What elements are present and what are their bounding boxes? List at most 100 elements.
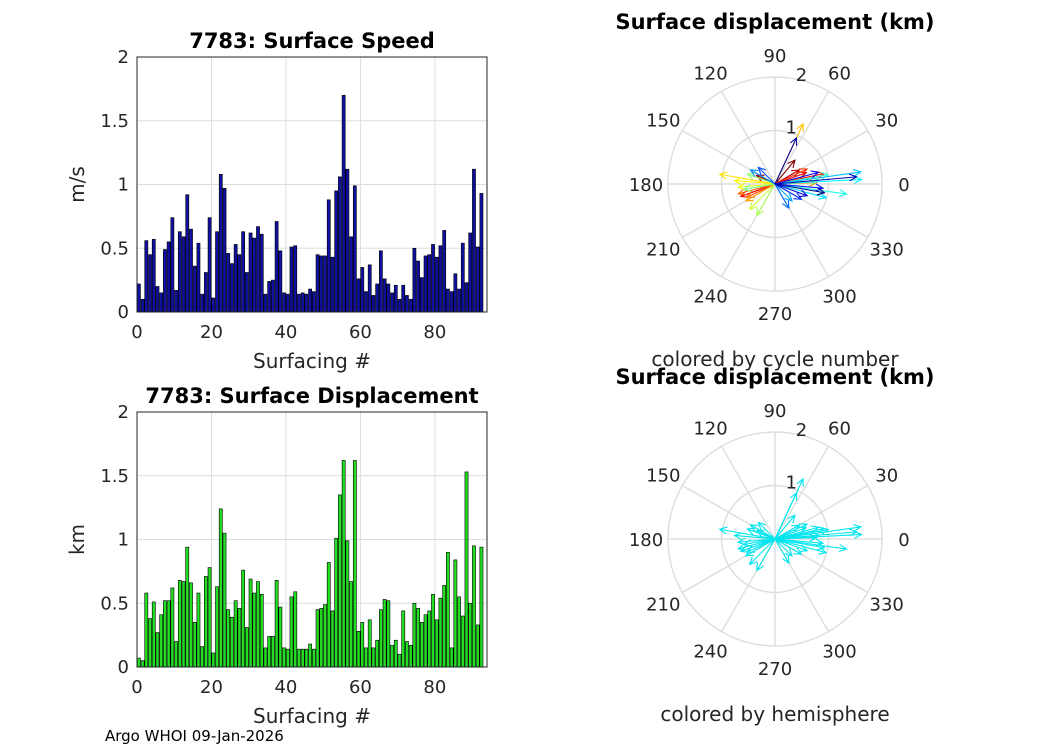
bar	[304, 293, 309, 313]
displacement-vector	[750, 169, 776, 185]
bar	[379, 250, 383, 313]
bar	[200, 646, 205, 668]
bar	[267, 636, 272, 668]
x-tick-label: 80	[423, 322, 446, 343]
displacement-vector	[774, 183, 827, 199]
bar	[397, 298, 402, 313]
displacement-vector	[743, 538, 776, 546]
bar	[285, 648, 290, 668]
bar	[367, 619, 372, 668]
bar	[267, 281, 272, 313]
bar	[349, 236, 353, 313]
displacement-vector	[774, 171, 819, 185]
polar-angle-label: 150	[646, 466, 680, 487]
bar	[416, 260, 420, 313]
bar	[155, 286, 160, 313]
bar	[457, 596, 461, 668]
bar	[241, 569, 245, 668]
chart-title: 7783: Surface Speed	[189, 29, 435, 53]
bar	[244, 272, 249, 313]
displacement-vector	[774, 538, 824, 544]
vector-arrowhead	[818, 547, 828, 555]
polar-angle-label: 330	[870, 240, 904, 261]
vector-arrowhead	[838, 544, 848, 553]
polar-angle-label: 270	[758, 659, 792, 680]
vector-arrowhead	[787, 514, 796, 524]
polar-spoke	[720, 445, 776, 540]
bar	[323, 604, 327, 668]
vector-arrowhead	[799, 189, 809, 198]
bar	[293, 591, 298, 668]
bar	[438, 597, 443, 668]
vector-arrowhead	[796, 122, 804, 132]
displacement-vector	[743, 183, 776, 191]
bar	[136, 657, 141, 668]
bar	[356, 630, 361, 668]
bar	[241, 231, 245, 313]
bar	[419, 622, 424, 668]
chart-subtitle: colored by cycle number	[651, 347, 899, 371]
displacement-vector	[774, 183, 790, 209]
displacement-vector	[774, 183, 802, 200]
bar	[434, 256, 439, 313]
bar	[412, 247, 417, 313]
displacement-vector	[774, 183, 793, 202]
bar	[259, 594, 264, 668]
polar-angle-label: 240	[693, 287, 727, 308]
bar	[323, 255, 327, 313]
bar	[200, 293, 205, 313]
bar	[140, 298, 145, 313]
bar	[170, 217, 175, 313]
bar	[390, 645, 394, 668]
bar	[453, 559, 458, 668]
bar	[166, 600, 171, 668]
bar	[315, 609, 320, 668]
polar-angle-label: 0	[898, 175, 909, 196]
bar	[166, 241, 171, 313]
vector-arrowhead	[781, 200, 790, 210]
displacement-vector	[774, 514, 796, 540]
vector-arrowhead	[749, 524, 759, 532]
x-tick-label: 20	[200, 322, 223, 343]
vector-arrowhead	[744, 548, 754, 557]
vector-arrowhead	[816, 187, 826, 196]
polar-angle-label: 60	[828, 63, 851, 84]
displacement-vector	[749, 538, 776, 565]
bar	[233, 244, 238, 313]
bar	[271, 636, 275, 668]
bar	[405, 641, 409, 668]
bar	[252, 237, 257, 313]
bar	[189, 582, 193, 668]
bar	[181, 581, 186, 668]
vector-arrowhead	[737, 543, 747, 551]
vector-arrowhead	[733, 532, 743, 541]
displacement-vector	[734, 534, 776, 540]
bar	[192, 265, 197, 313]
bar	[274, 221, 279, 313]
polar-angle-label: 180	[629, 530, 663, 551]
displacement-vector	[738, 538, 776, 550]
bar	[446, 551, 450, 668]
vector-arrowhead	[818, 192, 828, 200]
displacement-vector	[774, 183, 808, 197]
polar-spoke	[774, 90, 830, 185]
displacement-vector	[745, 538, 776, 557]
polar-angle-label: 180	[629, 175, 663, 196]
polar-angle-label: 30	[875, 466, 898, 487]
bar	[405, 295, 409, 313]
x-tick-label: 60	[349, 322, 372, 343]
displacement-vector	[774, 168, 808, 185]
bar	[393, 639, 398, 668]
bar	[367, 264, 372, 313]
bar	[371, 647, 376, 668]
bar	[237, 254, 242, 313]
bar	[215, 586, 219, 668]
bar	[446, 288, 450, 313]
bar	[442, 585, 447, 668]
displacement-vector	[774, 538, 793, 557]
bar	[256, 226, 260, 313]
vector-arrowhead	[793, 192, 803, 200]
bar	[397, 653, 402, 668]
bar	[211, 652, 216, 668]
vector-arrowhead	[742, 539, 752, 548]
